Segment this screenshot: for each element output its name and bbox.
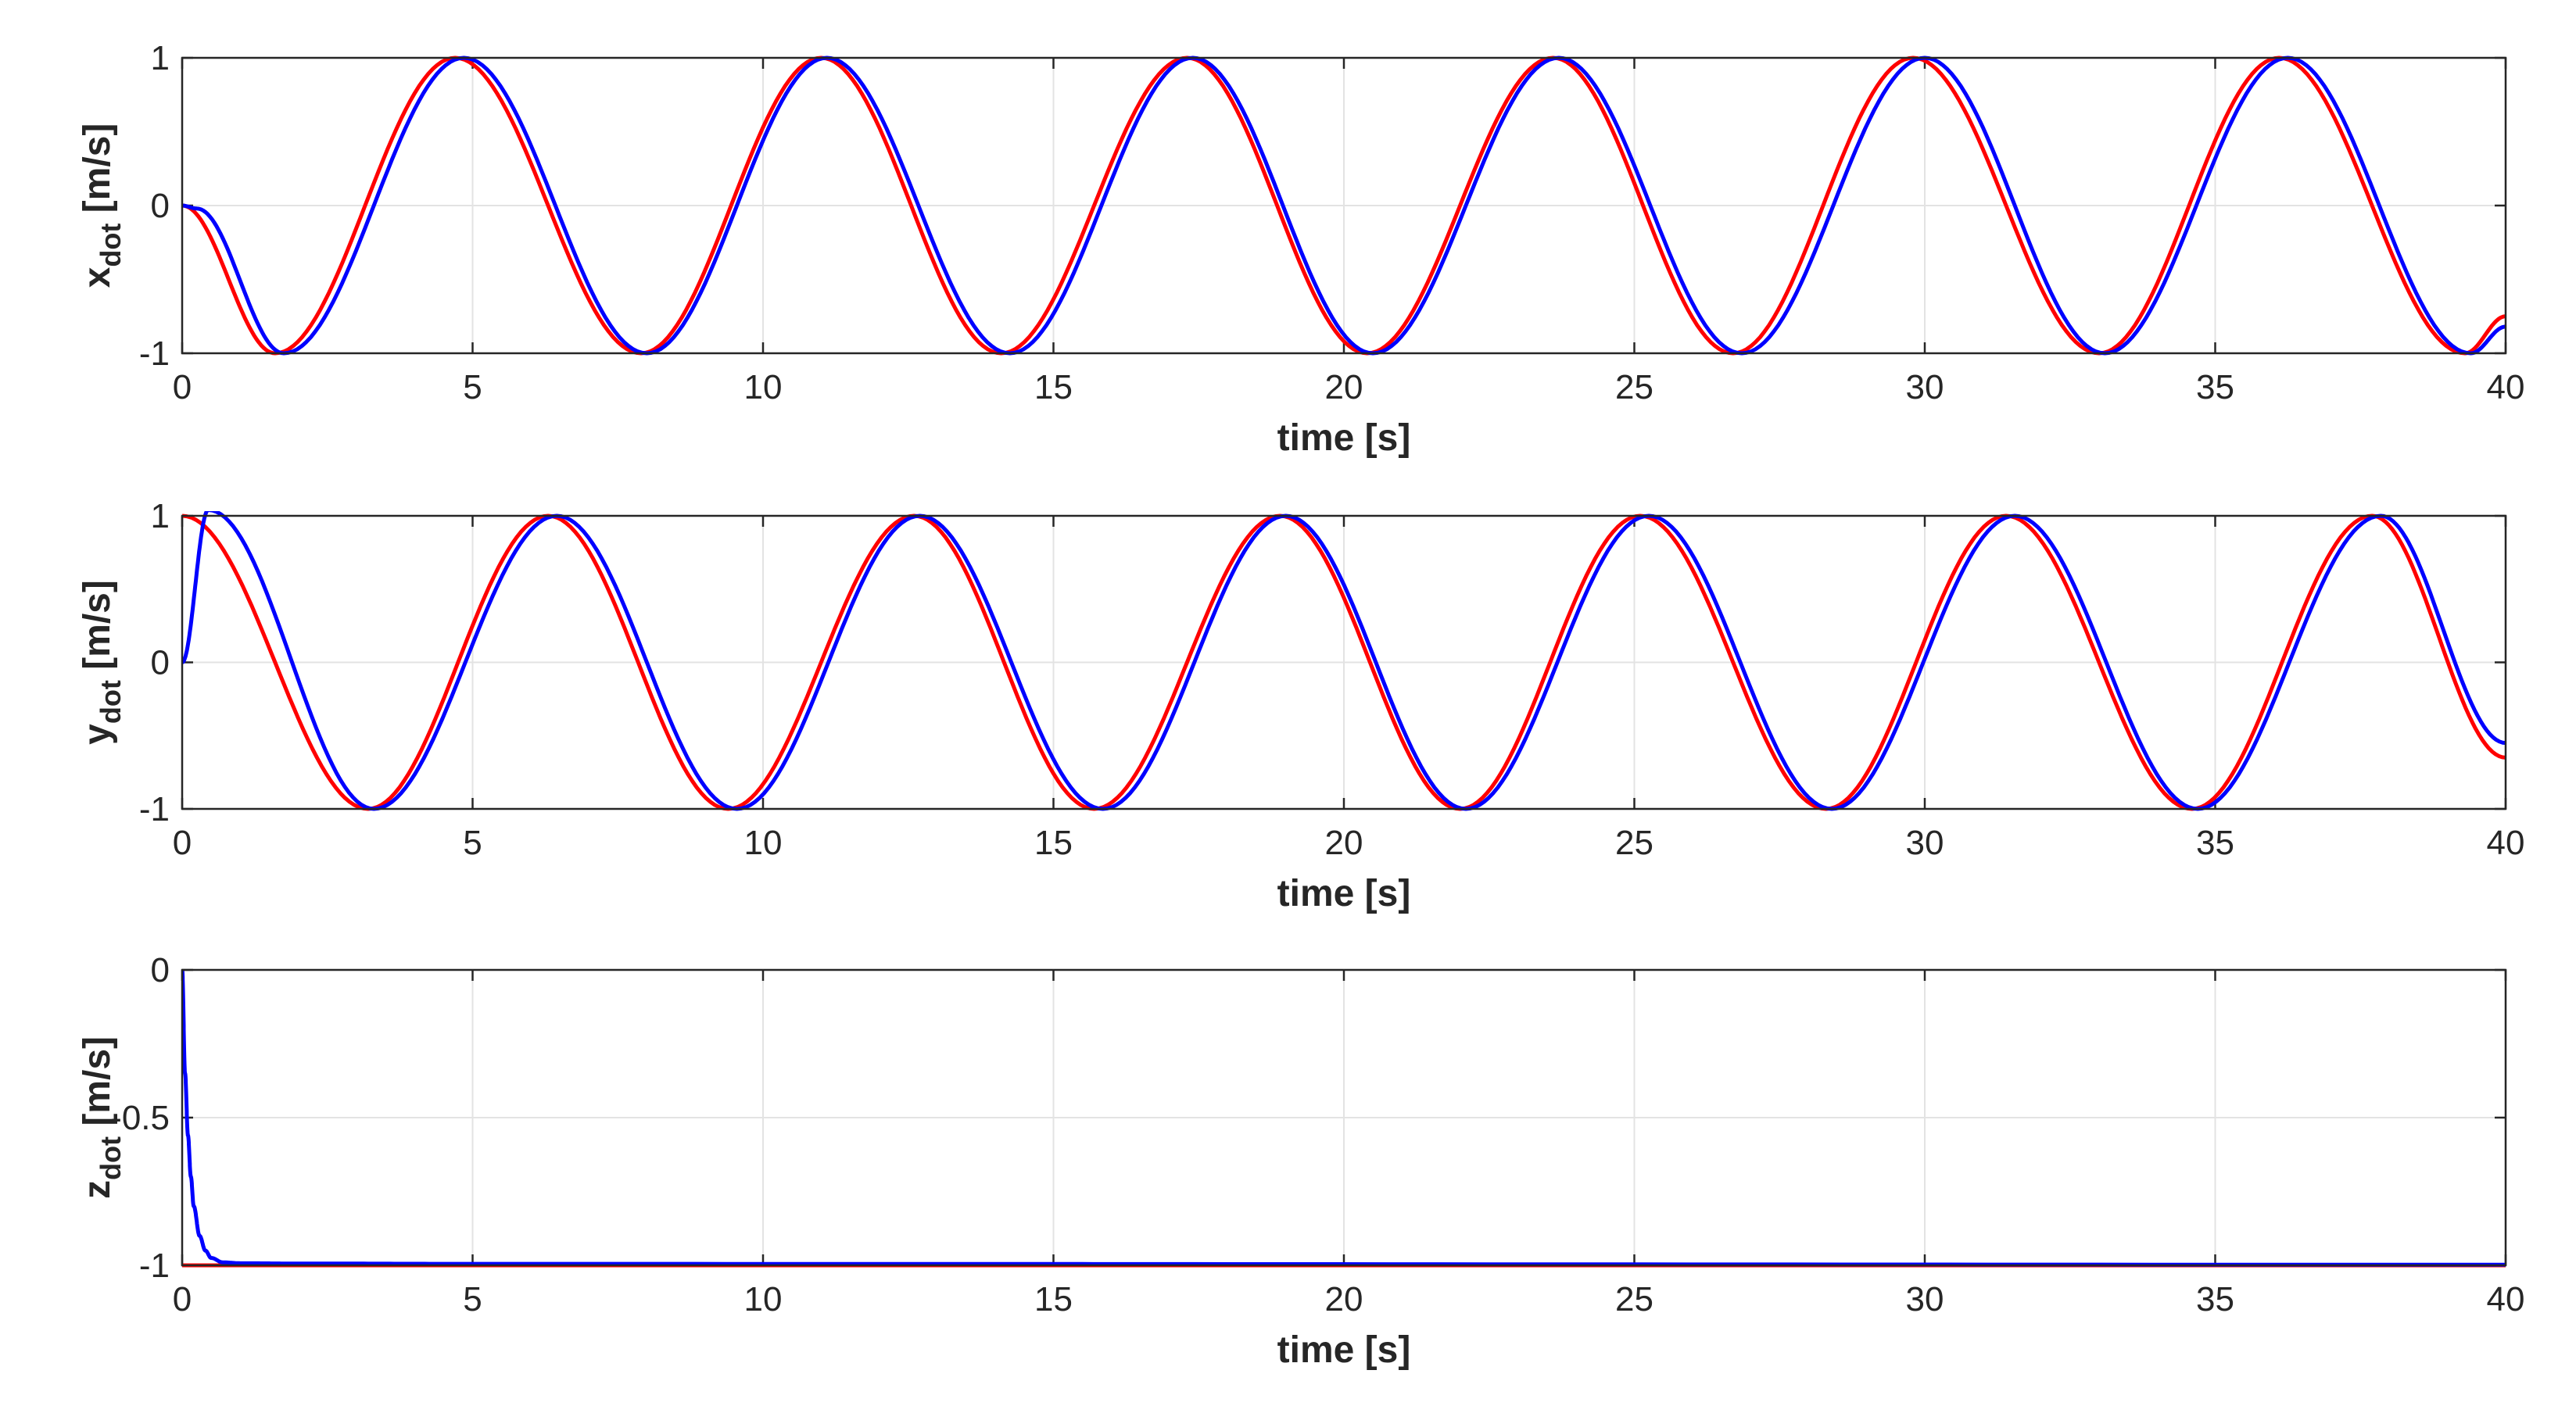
y-axis-label-sub: dot — [95, 224, 127, 267]
x-tick-label: 20 — [1325, 368, 1363, 406]
axes-frame — [181, 514, 2507, 810]
y-axis-label-unit: [m/s] — [77, 123, 118, 224]
y-axis-label-sub: dot — [95, 680, 127, 724]
y-axis-label-unit: [m/s] — [77, 1036, 118, 1136]
x-tick-label: 0 — [173, 824, 192, 862]
x-tick-label: 25 — [1615, 368, 1653, 406]
y-axis-label-unit: [m/s] — [77, 580, 118, 680]
x-tick-label: 15 — [1034, 368, 1073, 406]
series-line-blue — [182, 968, 2506, 1267]
x-tick-label: 20 — [1325, 1280, 1363, 1318]
axes-frame — [181, 968, 2507, 1267]
x-tick-label: 25 — [1615, 824, 1653, 862]
series-line-red — [182, 513, 2506, 811]
x-tick-label: 15 — [1034, 824, 1073, 862]
y-axis-label: xdot [m/s] — [77, 123, 127, 288]
x-axis-label: time [s] — [1277, 1329, 1411, 1371]
y-tick-label: 1 — [151, 39, 170, 77]
x-tick-label: 30 — [1906, 368, 1944, 406]
x-tick-label: 35 — [2196, 1280, 2234, 1318]
y-tick-label: -1 — [139, 1247, 170, 1285]
y-tick-label: 0 — [151, 951, 170, 989]
y-tick-label: 0 — [151, 644, 170, 682]
y-axis-label: ydot [m/s] — [77, 580, 127, 745]
series-line-blue — [182, 55, 2506, 356]
x-tick-label: 40 — [2487, 368, 2525, 406]
x-tick-label: 0 — [173, 368, 192, 406]
x-tick-label: 25 — [1615, 1280, 1653, 1318]
x-tick-label: 5 — [463, 368, 482, 406]
subplot-3: 0 5 10 15 20 25 30 35 40 -1 -0.5 0 time [s] zdot [m/s… — [77, 951, 2524, 1371]
x-tick-label: 30 — [1906, 1280, 1944, 1318]
y-tick-label: 1 — [151, 497, 170, 535]
x-tick-label: 5 — [463, 1280, 482, 1318]
x-tick-label: 20 — [1325, 824, 1363, 862]
x-tick-label: 15 — [1034, 1280, 1073, 1318]
y-tick-label: 0 — [151, 187, 170, 225]
y-axis-label-main: y — [77, 724, 118, 745]
x-tick-label: 35 — [2196, 824, 2234, 862]
y-axis-label-sub: dot — [95, 1136, 127, 1180]
x-axis-label: time [s] — [1277, 417, 1411, 459]
y-axis-label-main: z — [77, 1180, 118, 1199]
x-tick-label: 35 — [2196, 368, 2234, 406]
x-tick-label: 40 — [2487, 824, 2525, 862]
y-axis-label: zdot [m/s] — [77, 1036, 127, 1199]
y-axis-label-main: x — [77, 267, 118, 288]
x-tick-label: 10 — [744, 1280, 783, 1318]
y-tick-label: -0.5 — [110, 1099, 170, 1137]
x-tick-label: 10 — [744, 824, 783, 862]
x-tick-label: 5 — [463, 824, 482, 862]
x-tick-label: 30 — [1906, 824, 1944, 862]
y-tick-label: -1 — [139, 790, 170, 828]
x-tick-label: 0 — [173, 1280, 192, 1318]
y-tick-label: -1 — [139, 335, 170, 373]
axes-frame — [181, 56, 2507, 355]
x-tick-label: 10 — [744, 368, 783, 406]
x-axis-label: time [s] — [1277, 873, 1411, 914]
x-tick-label: 40 — [2487, 1280, 2525, 1318]
